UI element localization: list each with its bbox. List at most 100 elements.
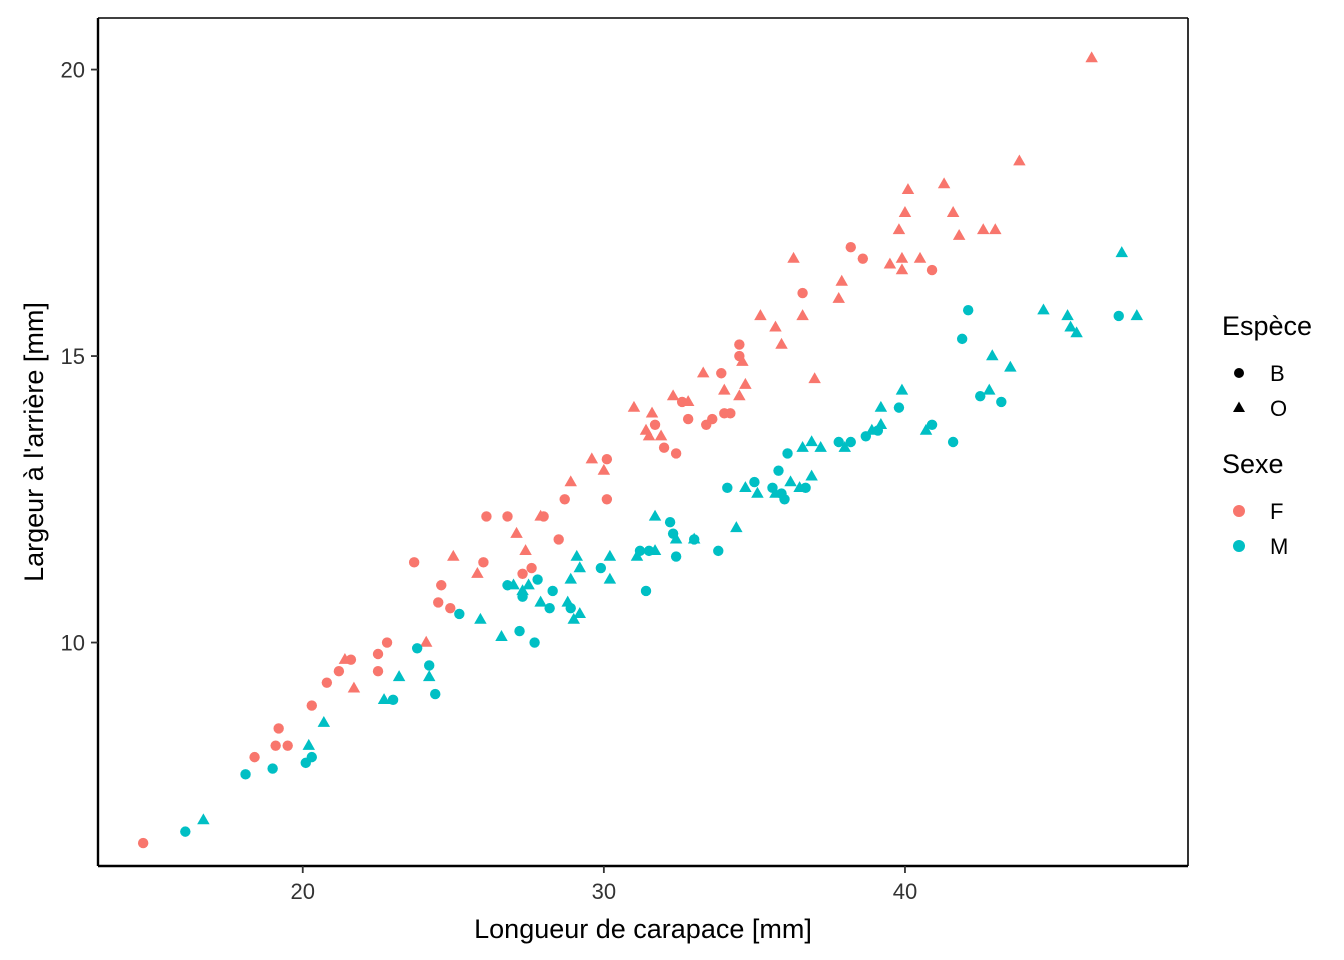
- data-point: [913, 251, 927, 263]
- data-point: [502, 511, 513, 522]
- data-point: [529, 637, 540, 648]
- data-point: [986, 349, 999, 361]
- data-point: [306, 700, 317, 711]
- y-tick-label: 20: [61, 58, 85, 83]
- data-point: [1004, 360, 1017, 372]
- data-point: [681, 395, 695, 407]
- legend-label: O: [1270, 396, 1287, 421]
- data-point: [522, 578, 535, 590]
- data-point: [895, 263, 909, 275]
- data-point: [805, 469, 818, 481]
- data-point: [561, 595, 574, 607]
- data-point: [996, 396, 1007, 408]
- data-point: [436, 580, 447, 591]
- data-point: [564, 475, 577, 487]
- data-point: [865, 423, 879, 435]
- data-point: [411, 643, 423, 654]
- data-point: [595, 562, 607, 574]
- y-tick-label: 15: [61, 344, 85, 369]
- data-point: [317, 715, 331, 727]
- data-point: [534, 595, 547, 607]
- data-point: [796, 309, 809, 321]
- data-point: [749, 476, 760, 488]
- data-point: [956, 333, 968, 345]
- data-point: [687, 532, 701, 544]
- data-point: [1013, 154, 1026, 166]
- data-point: [381, 637, 393, 648]
- data-point: [648, 544, 662, 556]
- data-point: [874, 400, 888, 412]
- data-point: [321, 677, 333, 688]
- data-point: [534, 509, 547, 521]
- data-point: [424, 660, 435, 671]
- data-point: [478, 557, 489, 568]
- data-point: [845, 436, 856, 448]
- data-point: [857, 253, 869, 264]
- data-point: [559, 494, 570, 505]
- legend-title: Espèce: [1222, 311, 1312, 341]
- data-point: [249, 751, 260, 763]
- data-point: [734, 339, 745, 350]
- data-point: [669, 532, 683, 544]
- data-point: [977, 223, 990, 235]
- data-point: [952, 228, 966, 240]
- legend-key: [1234, 368, 1244, 378]
- data-point: [507, 578, 520, 590]
- data-point: [754, 309, 767, 321]
- data-point: [805, 435, 818, 447]
- data-point: [716, 368, 727, 379]
- data-point: [338, 652, 352, 664]
- data-point: [670, 551, 682, 562]
- data-point: [833, 436, 844, 448]
- data-point: [983, 383, 996, 395]
- data-point: [946, 206, 960, 217]
- x-tick-label: 30: [592, 879, 616, 904]
- data-point: [603, 549, 617, 561]
- data-point: [739, 377, 752, 389]
- data-point: [377, 693, 391, 704]
- data-point: [597, 463, 611, 475]
- data-point: [640, 585, 652, 597]
- data-point: [895, 383, 909, 395]
- data-point: [387, 694, 399, 706]
- data-point: [267, 763, 278, 774]
- data-point: [1085, 51, 1098, 63]
- data-point: [793, 481, 806, 492]
- data-point: [1130, 309, 1144, 321]
- data-point: [180, 826, 191, 837]
- data-point: [670, 448, 682, 459]
- data-point: [495, 630, 508, 641]
- data-point: [787, 251, 800, 263]
- legend-key: [1233, 401, 1245, 412]
- plot-panel: [98, 18, 1188, 866]
- legend: Espèce BO Sexe FM: [1222, 311, 1312, 559]
- data-point: [516, 584, 529, 596]
- data-point: [601, 494, 613, 505]
- data-point: [838, 440, 851, 452]
- data-point: [137, 837, 149, 849]
- data-point: [270, 740, 281, 751]
- data-point: [892, 223, 906, 235]
- data-point: [601, 453, 613, 465]
- data-point: [926, 264, 938, 276]
- data-point: [926, 419, 938, 431]
- data-point: [1113, 310, 1124, 322]
- x-axis-title: Longueur de carapace [mm]: [474, 914, 812, 944]
- data-point: [474, 612, 487, 624]
- legend-label: F: [1270, 499, 1283, 524]
- data-point: [447, 549, 460, 561]
- x-tick-label: 20: [291, 879, 315, 904]
- data-point: [722, 482, 733, 494]
- data-point: [547, 585, 558, 597]
- data-point: [372, 648, 384, 660]
- data-point: [730, 521, 743, 533]
- data-point: [775, 337, 788, 349]
- data-point: [739, 481, 752, 492]
- data-point: [302, 738, 316, 750]
- data-point: [510, 526, 523, 538]
- data-point: [573, 607, 587, 619]
- x-tick-label: 40: [893, 879, 917, 904]
- data-point: [835, 274, 848, 286]
- y-axis-title: Largeur à l'arrière [mm]: [19, 302, 49, 582]
